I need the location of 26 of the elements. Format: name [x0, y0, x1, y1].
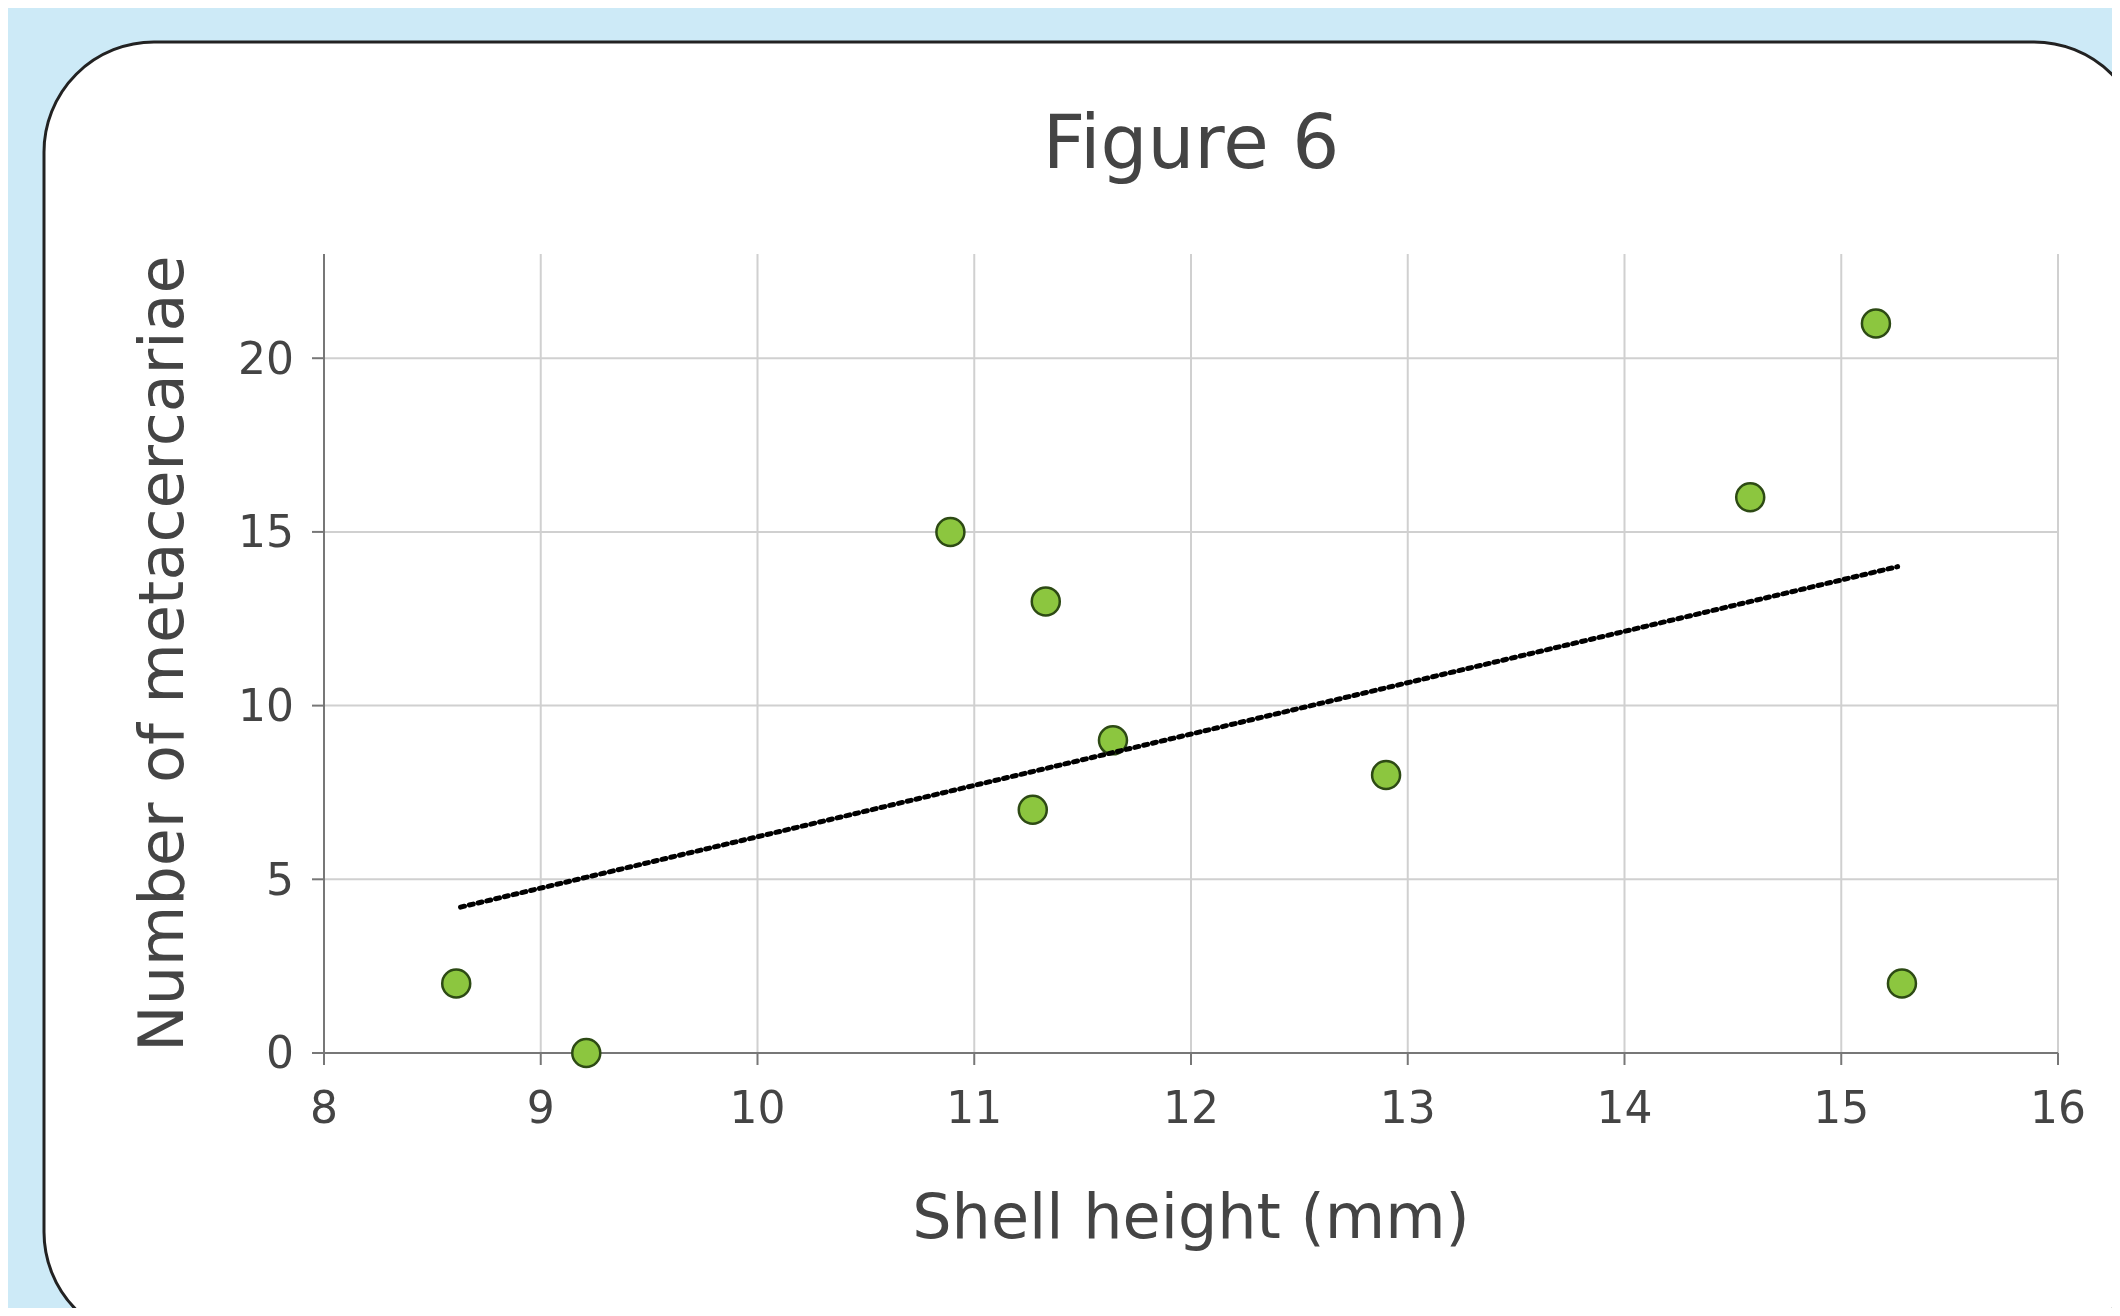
x-axis-title: Shell height (mm) — [912, 1180, 1470, 1253]
y-tick-label: 15 — [238, 506, 294, 558]
x-tick-label: 12 — [1163, 1082, 1219, 1133]
point — [935, 516, 966, 548]
x-tick-label: 16 — [2030, 1082, 2086, 1133]
x-tick-label: 14 — [1596, 1082, 1653, 1133]
y-tick-label: 0 — [266, 1027, 294, 1079]
y-tick-label: 10 — [238, 680, 294, 732]
x-tick-label: 11 — [946, 1082, 1003, 1133]
point — [571, 1037, 602, 1069]
point — [1370, 759, 1402, 791]
chart-title: Figure 6 — [1042, 99, 1340, 185]
x-tick-label: 8 — [310, 1082, 338, 1133]
x-tick-label: 9 — [526, 1082, 555, 1133]
y-axis-title: Number of metacercariae — [125, 255, 198, 1052]
point — [1886, 968, 1918, 999]
point — [440, 968, 472, 999]
y-tick-label: 20 — [238, 332, 294, 384]
point — [1017, 794, 1049, 826]
x-tick-label: 15 — [1813, 1082, 1870, 1133]
point — [1030, 586, 1062, 617]
y-tick-label: 5 — [266, 853, 294, 905]
x-tick-label: 10 — [729, 1082, 786, 1133]
x-tick-label: 13 — [1379, 1082, 1436, 1133]
point — [1734, 481, 1766, 513]
point — [1860, 308, 1892, 339]
